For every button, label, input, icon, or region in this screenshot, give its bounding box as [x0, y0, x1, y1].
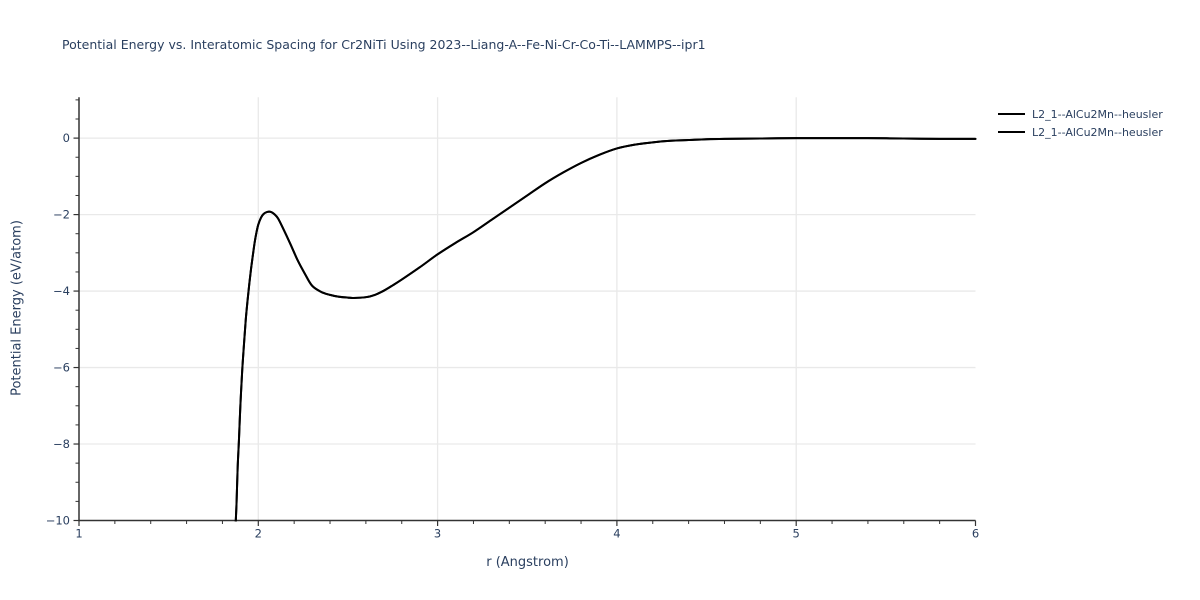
x-tick-label: 3	[434, 527, 441, 541]
y-tick-label: 0	[63, 131, 70, 145]
legend-label: L2_1--AlCu2Mn--heusler	[1032, 125, 1163, 139]
y-tick-label: −6	[53, 361, 70, 375]
series-line	[234, 137, 977, 522]
x-tick-label: 6	[972, 527, 979, 541]
x-axis-title: r (Angstrom)	[486, 555, 569, 570]
y-tick-label: −10	[46, 514, 70, 528]
tick-labels: 1 2 3 4 5 6 0 −2 −4 −6 −8 −10	[46, 131, 979, 540]
axes	[78, 97, 976, 522]
y-axis-title: Potential Energy (eV/atom)	[9, 220, 25, 396]
chart-title: Potential Energy vs. Interatomic Spacing…	[62, 37, 706, 52]
x-tick-label: 4	[613, 527, 620, 541]
series-line	[234, 137, 977, 522]
x-tick-label: 2	[255, 527, 262, 541]
tick-marks	[73, 99, 977, 526]
legend-line-swatch	[998, 113, 1025, 115]
x-tick-label: 5	[793, 527, 800, 541]
legend-line-swatch	[998, 131, 1025, 133]
gridlines	[79, 97, 976, 521]
legend-label: L2_1--AlCu2Mn--heusler	[1032, 107, 1163, 121]
series-group	[234, 137, 977, 522]
legend: L2_1--AlCu2Mn--heusler L2_1--AlCu2Mn--heu…	[998, 105, 1163, 141]
y-tick-label: −8	[53, 437, 70, 451]
legend-item[interactable]: L2_1--AlCu2Mn--heusler	[998, 123, 1163, 141]
x-tick-label: 1	[75, 527, 82, 541]
legend-item[interactable]: L2_1--AlCu2Mn--heusler	[998, 105, 1163, 123]
y-tick-label: −2	[53, 208, 70, 222]
y-tick-label: −4	[53, 284, 70, 298]
